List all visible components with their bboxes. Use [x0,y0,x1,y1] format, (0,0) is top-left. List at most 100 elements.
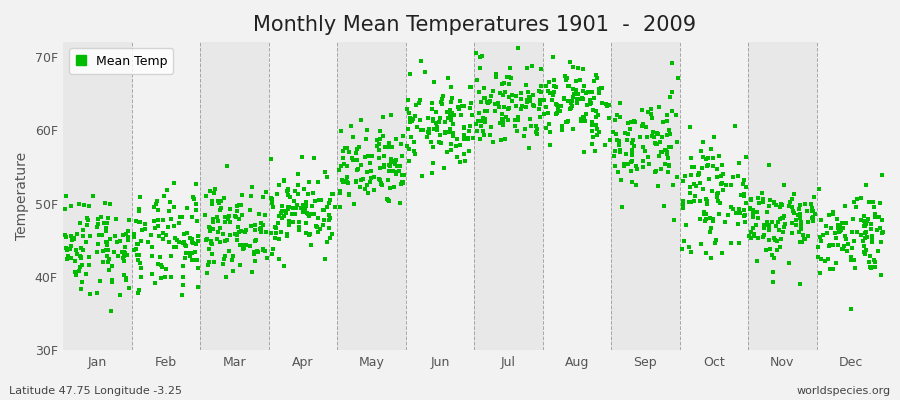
Point [122,285,137,292]
Point [373,165,387,172]
Point [116,232,130,239]
Point [177,231,192,238]
Point [206,226,220,232]
Point [621,131,635,137]
Point [773,201,788,207]
Point [443,111,457,117]
Point [338,145,353,151]
Point [435,101,449,107]
Point [307,211,321,217]
Point [743,229,758,235]
Point [131,252,146,259]
Point [179,250,194,256]
Point [256,246,270,252]
Point [302,179,316,186]
Point [94,232,108,238]
Point [726,174,741,181]
Point [488,108,502,114]
Point [876,229,890,235]
Point [429,127,444,134]
Point [119,230,133,237]
Point [469,50,483,57]
Point [291,191,305,198]
Point [478,116,492,122]
Point [248,227,262,234]
Point [683,189,698,196]
Point [387,184,401,190]
Point [670,174,684,180]
Point [565,64,580,70]
Point [698,156,713,163]
Point [841,240,855,247]
Point [93,278,107,284]
Point [232,228,247,235]
Point [413,96,428,103]
Point [302,211,317,218]
Point [650,130,664,136]
Point [376,162,391,168]
Point [428,119,443,126]
Point [519,99,534,106]
Point [861,258,876,265]
Point [530,126,544,132]
Point [777,224,791,231]
Point [178,254,193,261]
Point [873,200,887,206]
Point [497,104,511,110]
Point [90,216,104,222]
Point [712,211,726,218]
Point [700,155,715,161]
Point [440,115,454,122]
Point [147,218,161,224]
Point [461,136,475,142]
Bar [63,42,131,350]
Point [476,114,491,121]
Point [734,192,748,198]
Point [725,206,740,212]
Point [283,194,297,200]
Point [367,187,382,194]
Point [825,242,840,248]
Point [79,238,94,245]
Point [178,242,193,248]
Point [251,249,266,256]
Point [237,244,251,251]
Point [252,210,266,217]
Point [248,258,263,264]
Point [602,137,616,144]
Point [207,190,221,196]
Point [272,182,286,188]
Point [610,112,625,118]
Point [542,79,556,86]
Point [281,187,295,194]
Point [766,269,780,275]
Point [710,194,724,200]
Point [64,203,78,209]
Point [785,196,799,202]
Point [752,194,766,201]
Point [875,230,889,236]
Title: Monthly Mean Temperatures 1901  -  2009: Monthly Mean Temperatures 1901 - 2009 [253,15,696,35]
Point [382,168,396,174]
Point [274,210,289,216]
Point [279,210,293,216]
Point [692,180,706,186]
Point [431,139,446,145]
Point [832,228,847,234]
Point [613,149,627,156]
Point [745,206,760,213]
Point [749,222,763,228]
Point [498,89,512,96]
Point [281,203,295,210]
Point [709,237,724,243]
Point [683,124,698,130]
Point [133,238,148,244]
Point [383,112,398,118]
Point [746,213,760,220]
Point [230,203,245,210]
Point [454,142,468,148]
Point [276,177,291,184]
Point [107,233,122,239]
Point [333,190,347,196]
Point [704,225,718,231]
